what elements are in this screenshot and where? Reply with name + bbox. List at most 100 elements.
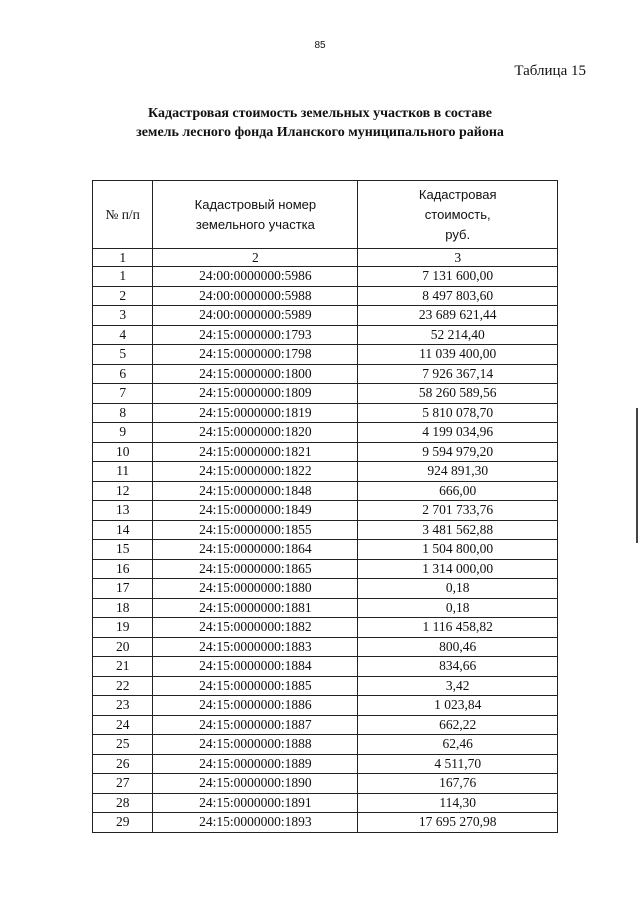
cadastral-number: 24:15:0000000:1793 [152, 324, 359, 345]
row-number: 18 [91, 597, 154, 618]
row-number: 12 [91, 480, 154, 501]
table-row: 2 24:00:0000000:5988 8 497 803,60 [91, 285, 558, 306]
row-number: 2 [91, 285, 154, 306]
cadastral-number: 24:15:0000000:1848 [152, 480, 359, 501]
header-cadastral-value-text: Кадастровая стоимость, руб. [418, 186, 497, 242]
header-cadastral-value: Кадастровая стоимость, руб. [357, 180, 558, 249]
cadastral-number: 24:00:0000000:5989 [152, 305, 359, 326]
table-row: 11 24:15:0000000:1822 924 891,30 [91, 461, 558, 482]
table-row: 9 24:15:0000000:1820 4 199 034,96 [91, 422, 558, 443]
header-row: № п/п Кадастровый номер земельного участ… [91, 180, 558, 249]
table-row: 16 24:15:0000000:1865 1 314 000,00 [91, 558, 558, 579]
row-number: 5 [91, 344, 154, 365]
table-row: 1 24:00:0000000:5986 7 131 600,00 [91, 266, 558, 287]
table-row: 21 24:15:0000000:1884 834,66 [91, 656, 558, 677]
cadastral-number: 24:15:0000000:1849 [152, 500, 359, 521]
cadastral-value: 167,76 [357, 773, 558, 794]
table-row: 20 24:15:0000000:1883 800,46 [91, 636, 558, 657]
cadastral-value: 3,42 [357, 675, 558, 696]
table-row: 18 24:15:0000000:1881 0,18 [91, 597, 558, 618]
cadastral-number: 24:15:0000000:1893 [152, 812, 359, 833]
header-number: № п/п [91, 180, 154, 249]
cadastral-number: 24:15:0000000:1855 [152, 519, 359, 540]
row-number: 4 [91, 324, 154, 345]
table-row: 13 24:15:0000000:1849 2 701 733,76 [91, 500, 558, 521]
table-row: 22 24:15:0000000:1885 3,42 [91, 675, 558, 696]
row-number: 22 [91, 675, 154, 696]
table-row: 24 24:15:0000000:1887 662,22 [91, 714, 558, 735]
cadastral-number: 24:15:0000000:1881 [152, 597, 359, 618]
cadastral-number: 24:15:0000000:1883 [152, 636, 359, 657]
row-number: 23 [91, 695, 154, 716]
row-number: 25 [91, 734, 154, 755]
row-number: 27 [91, 773, 154, 794]
title-line-1: Кадастровая стоимость земельных участков… [148, 106, 492, 121]
cadastral-number: 24:15:0000000:1809 [152, 383, 359, 404]
table-row: 3 24:00:0000000:5989 23 689 621,44 [91, 305, 558, 326]
table-row: 5 24:15:0000000:1798 11 039 400,00 [91, 344, 558, 365]
table-row: 29 24:15:0000000:1893 17 695 270,98 [91, 812, 558, 833]
table-row: 27 24:15:0000000:1890 167,76 [91, 773, 558, 794]
table-title: Кадастровая стоимость земельных участков… [0, 104, 640, 142]
row-number: 9 [91, 422, 154, 443]
row-number: 8 [91, 402, 154, 423]
row-number: 29 [91, 812, 154, 833]
row-number: 28 [91, 792, 154, 813]
table-row: 8 24:15:0000000:1819 5 810 078,70 [91, 402, 558, 423]
row-number: 10 [91, 441, 154, 462]
cadastral-value: 2 701 733,76 [357, 500, 558, 521]
cadastral-value: 1 504 800,00 [357, 539, 558, 560]
row-number: 21 [91, 656, 154, 677]
cadastral-number: 24:15:0000000:1890 [152, 773, 359, 794]
row-number: 26 [91, 753, 154, 774]
cadastral-value: 1 116 458,82 [357, 617, 558, 638]
cadastral-value: 4 199 034,96 [357, 422, 558, 443]
cadastral-value: 23 689 621,44 [357, 305, 558, 326]
cadastral-number: 24:15:0000000:1819 [152, 402, 359, 423]
cadastral-value: 924 891,30 [357, 461, 558, 482]
cadastral-value: 7 926 367,14 [357, 363, 558, 384]
cadastral-value: 58 260 589,56 [357, 383, 558, 404]
header-cadastral-number-text: Кадастровый номер земельного участка [194, 196, 317, 232]
cadastral-number: 24:15:0000000:1891 [152, 792, 359, 813]
row-number: 11 [91, 461, 154, 482]
row-number: 13 [91, 500, 154, 521]
table-row: 28 24:15:0000000:1891 114,30 [91, 792, 558, 813]
cadastral-number: 24:15:0000000:1864 [152, 539, 359, 560]
row-number: 3 [91, 305, 154, 326]
cadastral-value-table: № п/п Кадастровый номер земельного участ… [91, 180, 558, 833]
cadastral-number: 24:00:0000000:5986 [152, 266, 359, 287]
cadastral-number: 24:00:0000000:5988 [152, 285, 359, 306]
cadastral-value: 114,30 [357, 792, 558, 813]
column-number: 2 [152, 248, 359, 267]
cadastral-number: 24:15:0000000:1885 [152, 675, 359, 696]
cadastral-value: 662,22 [357, 714, 558, 735]
cadastral-value: 1 314 000,00 [357, 558, 558, 579]
cadastral-number: 24:15:0000000:1889 [152, 753, 359, 774]
column-number: 1 [91, 248, 154, 267]
page-number: 85 [314, 40, 326, 51]
cadastral-value: 9 594 979,20 [357, 441, 558, 462]
table-row: 14 24:15:0000000:1855 3 481 562,88 [91, 519, 558, 540]
header-cadastral-number: Кадастровый номер земельного участка [152, 180, 359, 249]
cadastral-value: 7 131 600,00 [357, 266, 558, 287]
cadastral-value: 8 497 803,60 [357, 285, 558, 306]
cadastral-number: 24:15:0000000:1888 [152, 734, 359, 755]
column-number: 3 [357, 248, 558, 267]
cadastral-value: 834,66 [357, 656, 558, 677]
cadastral-value: 52 214,40 [357, 324, 558, 345]
cadastral-value: 666,00 [357, 480, 558, 501]
cadastral-value: 11 039 400,00 [357, 344, 558, 365]
row-number: 24 [91, 714, 154, 735]
table-row: 6 24:15:0000000:1800 7 926 367,14 [91, 363, 558, 384]
cadastral-value: 3 481 562,88 [357, 519, 558, 540]
table-row: 12 24:15:0000000:1848 666,00 [91, 480, 558, 501]
table-row: 17 24:15:0000000:1880 0,18 [91, 578, 558, 599]
row-number: 1 [91, 266, 154, 287]
cadastral-number: 24:15:0000000:1822 [152, 461, 359, 482]
row-number: 19 [91, 617, 154, 638]
table-row: 25 24:15:0000000:1888 62,46 [91, 734, 558, 755]
cadastral-value: 800,46 [357, 636, 558, 657]
cadastral-value: 0,18 [357, 578, 558, 599]
row-number: 14 [91, 519, 154, 540]
